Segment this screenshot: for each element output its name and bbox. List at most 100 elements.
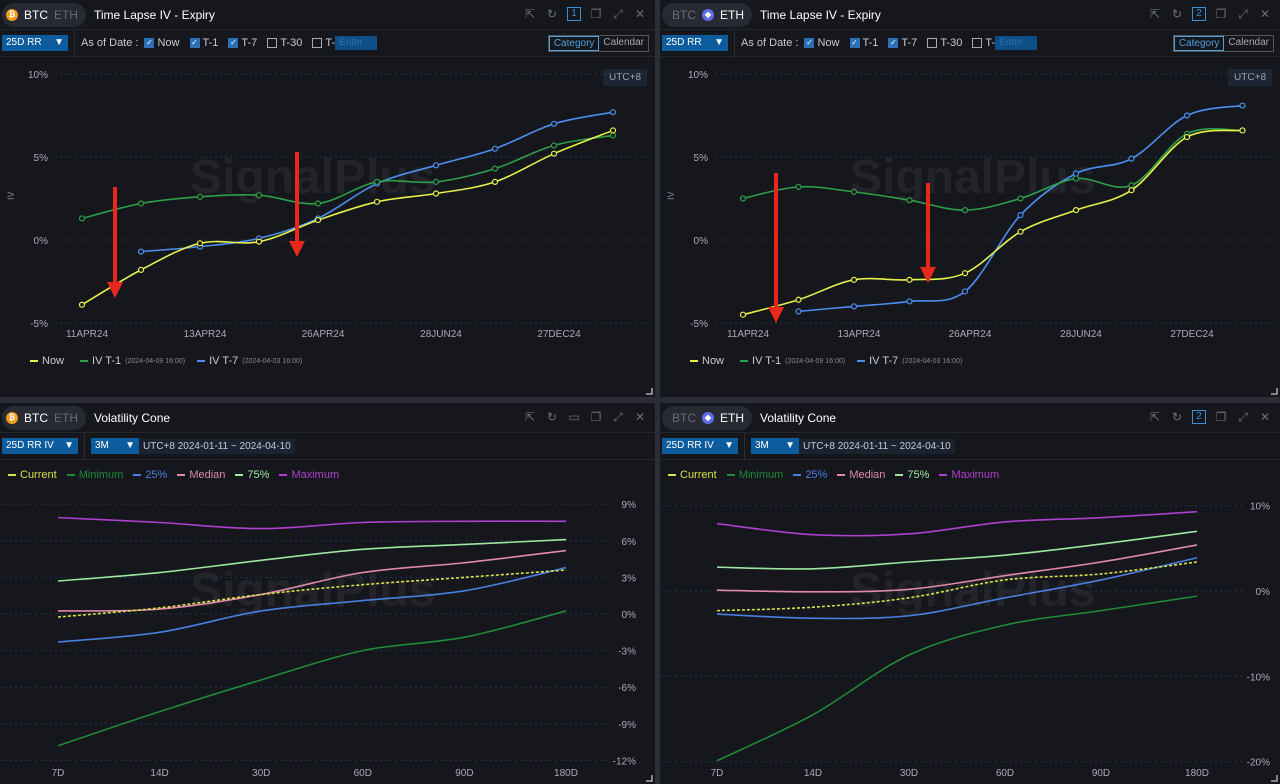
mode-calendar[interactable]: Calendar [1228,36,1269,48]
data-point[interactable] [961,207,969,214]
data-point[interactable] [78,301,86,308]
coin-tab-eth[interactable]: ETH [720,410,744,425]
data-point[interactable] [795,183,802,190]
refresh-icon[interactable]: ↻ [1171,7,1183,21]
coin-switch[interactable]: BTC ◆ ETH [662,2,752,27]
checkbox-box[interactable] [312,38,323,48]
legend-item[interactable]: 25% [133,469,167,481]
legend-item[interactable]: Current [8,469,57,481]
data-point[interactable] [795,308,802,315]
legend-item[interactable]: IV T-7 (2024-04-03 16:00) [857,355,962,367]
data-point[interactable] [373,198,381,205]
data-point[interactable] [255,238,263,245]
metric-select[interactable]: 25D RR IV ▼ [662,438,738,454]
data-point[interactable] [137,266,145,273]
coin-tab-btc[interactable]: BTC [24,410,48,425]
resize-handle[interactable] [646,775,653,782]
checkbox-box[interactable]: ✓ [888,38,899,48]
data-point[interactable] [491,178,499,185]
coin-tab-btc[interactable]: BTC [672,410,696,425]
checkbox-t-[interactable]: T- [312,37,335,49]
custom-days-input[interactable]: Enter [995,36,1038,50]
coin-tab-eth[interactable]: ETH [54,7,78,22]
checkbox-box[interactable]: ✓ [849,38,860,48]
data-point[interactable] [137,248,145,255]
data-point[interactable] [255,192,263,199]
checkbox-box[interactable]: ✓ [189,38,200,48]
data-point[interactable] [491,165,499,172]
layout-badge[interactable]: 1 [567,7,581,21]
duplicate-icon[interactable]: ❐ [590,7,602,21]
refresh-icon[interactable]: ↻ [1171,410,1183,424]
data-point[interactable] [739,195,747,202]
checkbox-box[interactable] [267,38,278,48]
data-point[interactable] [373,178,381,185]
legend-item[interactable]: Current [668,469,717,481]
data-point[interactable] [137,200,145,207]
mode-category[interactable]: Category [548,35,600,51]
data-point[interactable] [609,127,617,134]
period-select[interactable]: 3M ▼ [91,438,139,454]
checkbox-box[interactable] [927,38,938,48]
custom-days-input[interactable]: Enter [335,36,378,50]
data-point[interactable] [196,240,204,247]
mode-calendar[interactable]: Calendar [603,36,644,48]
checkbox-box[interactable] [972,38,983,48]
folder-icon[interactable]: ▭ [568,410,580,424]
data-point[interactable] [314,216,322,224]
data-point[interactable] [1072,170,1080,177]
external-link-icon[interactable]: ⇱ [1149,7,1161,21]
legend-item[interactable]: Maximum [279,469,339,481]
coin-switch[interactable]: ₿ BTC ETH [2,405,86,430]
coin-switch[interactable]: BTC ◆ ETH [662,405,752,430]
coin-switch[interactable]: ₿ BTC ETH [2,2,86,27]
legend-item[interactable]: 75% [895,469,929,481]
legend-item[interactable]: 75% [235,469,269,481]
data-point[interactable] [1239,127,1246,134]
expand-icon[interactable]: ⤢ [1238,7,1248,21]
close-icon[interactable]: ✕ [1259,410,1271,424]
refresh-icon[interactable]: ↻ [546,7,558,21]
data-point[interactable] [432,190,440,197]
data-point[interactable] [432,178,440,185]
data-point[interactable] [1128,155,1135,162]
resize-handle[interactable] [1271,775,1278,782]
layout-badge[interactable]: 2 [1192,410,1206,424]
legend-item[interactable]: Maximum [939,469,999,481]
checkbox-t-1[interactable]: ✓ T-1 [189,37,218,49]
data-point[interactable] [850,303,858,310]
close-icon[interactable]: ✕ [634,410,646,424]
data-point[interactable] [1072,175,1080,182]
checkbox-box[interactable]: ✓ [804,38,815,48]
checkbox-t-30[interactable]: T-30 [267,37,302,49]
legend-item[interactable]: Minimum [726,469,783,481]
metric-select[interactable]: 25D RR IV ▼ [2,438,78,454]
external-link-icon[interactable]: ⇱ [1149,410,1161,424]
coin-tab-eth[interactable]: ETH [54,410,78,425]
data-point[interactable] [314,200,322,207]
data-point[interactable] [1017,212,1024,219]
coin-tab-eth[interactable]: ETH [720,7,744,22]
expand-icon[interactable]: ⤢ [613,7,623,21]
data-point[interactable] [609,109,617,116]
legend-item[interactable]: IV T-1 (2024-04-09 16:00) [740,355,845,367]
duplicate-icon[interactable]: ❐ [1215,410,1227,424]
data-point[interactable] [961,288,969,295]
data-point[interactable] [906,276,913,283]
checkbox-now[interactable]: ✓ Now [144,37,180,49]
duplicate-icon[interactable]: ❐ [590,410,602,424]
expand-icon[interactable]: ⤢ [613,410,623,424]
data-point[interactable] [432,162,440,169]
expand-icon[interactable]: ⤢ [1238,410,1248,424]
resize-handle[interactable] [646,388,653,395]
data-point[interactable] [850,276,858,283]
refresh-icon[interactable]: ↻ [546,410,558,424]
checkbox-t-30[interactable]: T-30 [927,37,962,49]
data-point[interactable] [1128,182,1135,189]
close-icon[interactable]: ✕ [1259,7,1271,21]
data-point[interactable] [906,197,913,204]
data-point[interactable] [795,296,802,303]
checkbox-t-7[interactable]: ✓ T-7 [228,37,257,49]
legend-item[interactable]: IV T-7 (2024-04-03 16:00) [197,355,302,367]
data-point[interactable] [1072,207,1080,214]
